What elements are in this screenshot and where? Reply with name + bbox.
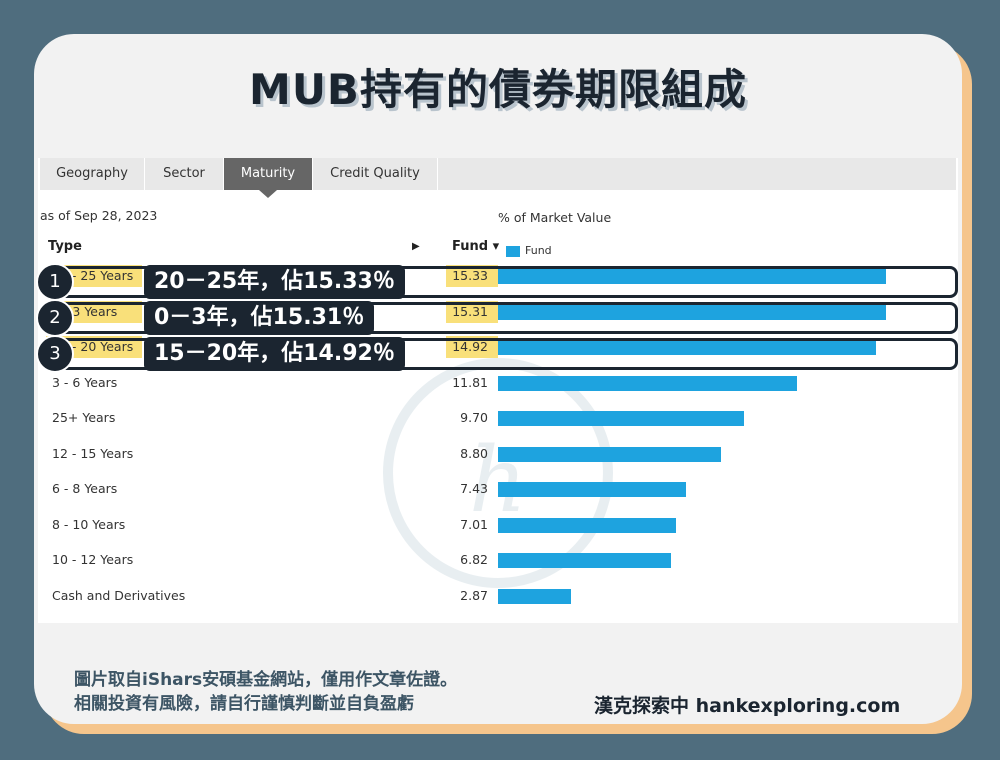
bar[interactable] <box>498 304 886 320</box>
page-title: MUB持有的債券期限組成 <box>249 65 747 114</box>
callout-text: 20－25年，佔15.33％ <box>144 265 405 299</box>
category-label: 12 - 15 Years <box>52 445 134 461</box>
value-label: 6.82 <box>460 552 488 567</box>
bar[interactable] <box>498 482 687 497</box>
bar[interactable] <box>498 446 721 462</box>
value-label: 15.31 <box>452 303 488 319</box>
card: MUB持有的債券期限組成 Geography Sector Maturity C… <box>34 34 962 724</box>
watermark-circle <box>383 358 613 588</box>
value-label: 11.81 <box>452 374 488 390</box>
disclaimer-line-1: 圖片取自iShars安碩基金網站，僅用作文章佐證。 <box>74 670 458 690</box>
legend-label: Fund <box>525 244 552 257</box>
bar[interactable] <box>498 411 744 426</box>
category-label: Cash and Derivatives <box>52 587 186 603</box>
category-label: 3 - 6 Years <box>52 374 118 390</box>
market-value-label: % of Market Value <box>498 210 612 225</box>
maturity-panel: Geography Sector Maturity Credit Quality… <box>38 158 958 623</box>
value-label: 7.43 <box>460 481 488 496</box>
value-label: 7.01 <box>460 516 488 532</box>
callout-number: 3 <box>36 335 74 373</box>
tab-bar: Geography Sector Maturity Credit Quality <box>40 158 956 198</box>
brand-label: 漢克探索中 hankexploring.com <box>594 695 901 717</box>
bar[interactable] <box>498 517 676 533</box>
bar[interactable] <box>498 269 887 284</box>
disclaimer-line-2: 相關投資有風險，請自行謹慎判斷並自負盈虧 <box>74 694 414 714</box>
category-label: 10 - 12 Years <box>52 552 134 567</box>
value-label: 9.70 <box>460 410 488 425</box>
value-label: 14.92 <box>452 339 488 354</box>
callout-text: 0－3年，佔15.31％ <box>144 301 375 335</box>
tab-maturity[interactable]: Maturity <box>224 158 313 198</box>
value-label: 15.33 <box>452 268 488 283</box>
legend-swatch <box>506 246 520 257</box>
callout-text: 15－20年，佔14.92％ <box>144 337 405 371</box>
tab-sector[interactable]: Sector <box>145 158 224 190</box>
category-label: 6 - 8 Years <box>52 481 118 496</box>
as-of-date: as of Sep 28, 2023 <box>40 208 158 223</box>
callout-number: 1 <box>36 263 74 301</box>
category-label: 25+ Years <box>52 410 116 425</box>
tab-credit-quality[interactable]: Credit Quality <box>313 158 438 190</box>
disclaimer: 圖片取自iShars安碩基金網站，僅用作文章佐證。 相關投資有風險，請自行謹慎判… <box>74 668 457 716</box>
bar[interactable] <box>498 375 798 391</box>
value-highlight <box>446 336 498 358</box>
tab-geography[interactable]: Geography <box>40 158 145 190</box>
value-label: 8.80 <box>460 445 488 461</box>
value-highlight <box>446 300 498 323</box>
column-header-fund[interactable]: Fund ▾ <box>452 239 500 254</box>
bar[interactable] <box>498 340 876 355</box>
expand-arrow-icon[interactable]: ▶ <box>412 241 420 252</box>
callout-number: 2 <box>36 299 74 337</box>
category-label: 8 - 10 Years <box>52 516 126 532</box>
column-header-type[interactable]: Type <box>48 239 82 254</box>
value-label: 2.87 <box>460 587 488 603</box>
bar[interactable] <box>498 588 571 604</box>
watermark-logo: h <box>469 428 527 533</box>
bar[interactable] <box>498 553 671 568</box>
value-highlight <box>446 265 498 287</box>
